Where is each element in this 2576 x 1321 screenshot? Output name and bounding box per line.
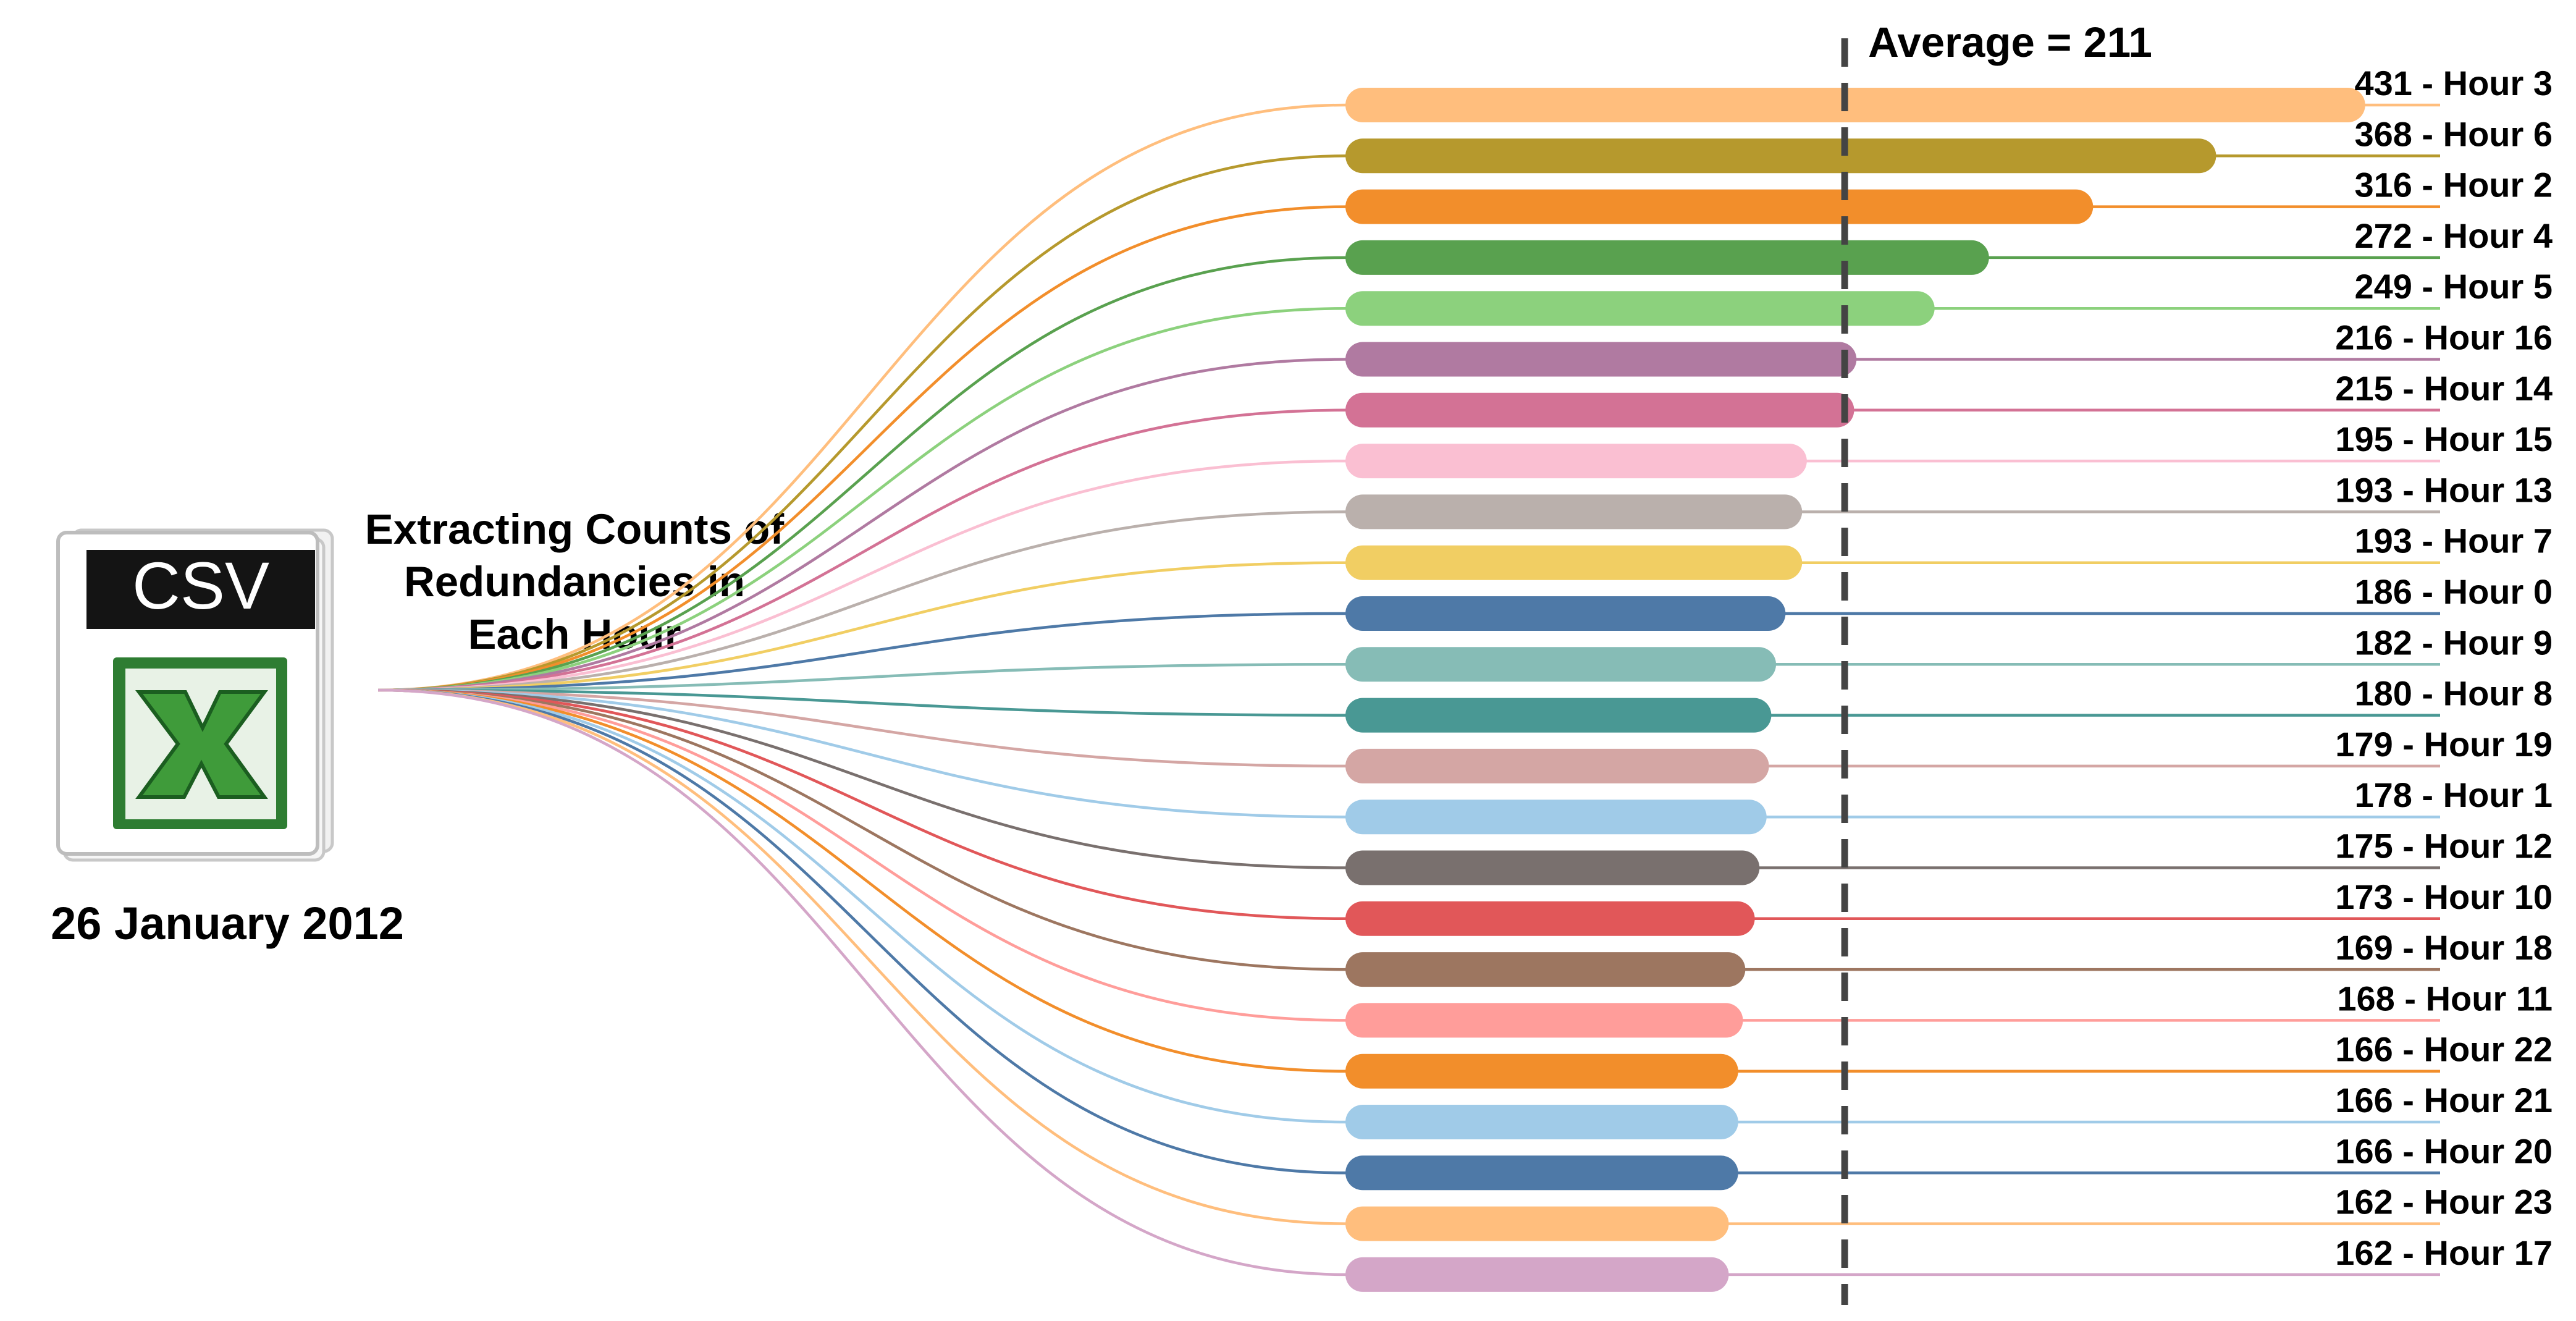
bar-label-hour-22: 166 - Hour 22: [2335, 1030, 2553, 1069]
flow-curve-hour-23: [377, 688, 2440, 1225]
flow-curve-hour-11: [377, 688, 2440, 1022]
bar-label-hour-13: 193 - Hour 13: [2335, 470, 2553, 509]
bar-label-hour-19: 179 - Hour 19: [2335, 725, 2553, 764]
bar-label-hour-23: 162 - Hour 23: [2335, 1183, 2553, 1222]
bar-hour-14: [1345, 392, 1854, 428]
bar-hour-10: [1345, 901, 1755, 936]
bar-label-hour-17: 162 - Hour 17: [2335, 1233, 2553, 1272]
bar-label-hour-1: 178 - Hour 1: [2354, 775, 2553, 814]
process-label-line1: Extracting Counts of: [365, 505, 785, 553]
process-label: Extracting Counts of Redundancies in Eac…: [365, 505, 785, 658]
bar-hour-22: [1345, 1053, 1738, 1089]
bar-label-hour-9: 182 - Hour 9: [2354, 623, 2553, 662]
flow-curve-hour-17: [377, 688, 2440, 1277]
flow-curve-hour-9: [377, 663, 2440, 692]
flow-curve-hour-19: [377, 688, 2440, 768]
bar-label-hour-14: 215 - Hour 14: [2335, 369, 2553, 408]
bar-hour-23: [1345, 1206, 1729, 1241]
bar-label-hour-12: 175 - Hour 12: [2335, 827, 2553, 866]
bar-label-hour-6: 368 - Hour 6: [2354, 114, 2553, 153]
bar-hour-3: [1345, 88, 2365, 122]
bar-label-hour-16: 216 - Hour 16: [2335, 318, 2553, 357]
flow-curve-hour-6: [377, 154, 2440, 692]
bar-hour-17: [1345, 1257, 1729, 1292]
csv-file-icon: CSV: [56, 528, 334, 862]
bar-hour-9: [1345, 647, 1777, 682]
bar-label-hour-5: 249 - Hour 5: [2354, 267, 2553, 306]
flow-curve-hour-14: [377, 408, 2440, 692]
bar-hour-8: [1345, 698, 1772, 733]
bar-hour-19: [1345, 748, 1769, 783]
flow-curve-hour-13: [377, 510, 2440, 692]
bar-hour-4: [1345, 240, 1989, 275]
bar-hour-0: [1345, 596, 1786, 631]
bar-hour-5: [1345, 291, 1935, 326]
bar-label-hour-21: 166 - Hour 21: [2335, 1081, 2553, 1120]
bar-label-hour-4: 272 - Hour 4: [2354, 216, 2553, 255]
flow-curve-hour-21: [377, 688, 2440, 1124]
bar-hour-12: [1345, 850, 1760, 885]
bar-label-hour-0: 186 - Hour 0: [2354, 572, 2553, 611]
bar-hour-1: [1345, 800, 1767, 835]
bar-label-hour-18: 169 - Hour 18: [2335, 928, 2553, 967]
flow-curve-hour-10: [377, 688, 2440, 921]
bar-marks: [1345, 88, 2365, 1292]
average-label: Average = 211: [1868, 19, 2152, 66]
bar-labels: 431 - Hour 3 368 - Hour 6 316 - Hour 2 272 …: [2335, 64, 2553, 1272]
csv-icon-label: CSV: [132, 548, 269, 623]
bar-hour-16: [1345, 342, 1857, 377]
bar-label-hour-15: 195 - Hour 15: [2335, 420, 2553, 458]
bar-label-hour-3: 431 - Hour 3: [2354, 64, 2553, 103]
bar-label-hour-10: 173 - Hour 10: [2335, 877, 2553, 916]
flow-curve-hour-7: [377, 561, 2440, 692]
bar-hour-7: [1345, 545, 1803, 580]
bar-hour-13: [1345, 494, 1803, 530]
flow-curve-hour-2: [377, 205, 2440, 692]
flow-curve-hour-1: [377, 688, 2440, 819]
bar-label-hour-7: 193 - Hour 7: [2354, 521, 2553, 560]
bar-hour-18: [1345, 952, 1746, 987]
bar-hour-21: [1345, 1105, 1738, 1139]
flow-curve-hour-5: [377, 306, 2440, 692]
flow-curve-hour-4: [377, 256, 2440, 692]
bar-hour-20: [1345, 1155, 1738, 1191]
flow-curve-hour-18: [377, 688, 2440, 971]
flow-curve-hour-16: [377, 358, 2440, 692]
csv-banner: [86, 550, 315, 629]
flow-curve-hour-0: [377, 612, 2440, 692]
bar-label-hour-11: 168 - Hour 11: [2337, 979, 2553, 1018]
bar-label-hour-20: 166 - Hour 20: [2335, 1131, 2553, 1170]
flow-curves: [377, 103, 2440, 1277]
flow-curve-hour-8: [377, 688, 2440, 717]
bar-label-hour-8: 180 - Hour 8: [2354, 674, 2553, 713]
flow-curve-hour-15: [377, 459, 2440, 692]
flow-curve-hour-12: [377, 688, 2440, 869]
flow-curve-hour-20: [377, 688, 2440, 1175]
bar-label-hour-2: 316 - Hour 2: [2354, 166, 2553, 205]
bar-hour-6: [1345, 138, 2216, 174]
source-date: 26 January 2012: [51, 898, 404, 949]
flow-curve-hour-22: [377, 688, 2440, 1073]
bar-hour-2: [1345, 189, 2094, 224]
bar-hour-15: [1345, 444, 1807, 479]
bar-hour-11: [1345, 1003, 1743, 1038]
flow-curve-hour-3: [377, 103, 2440, 692]
